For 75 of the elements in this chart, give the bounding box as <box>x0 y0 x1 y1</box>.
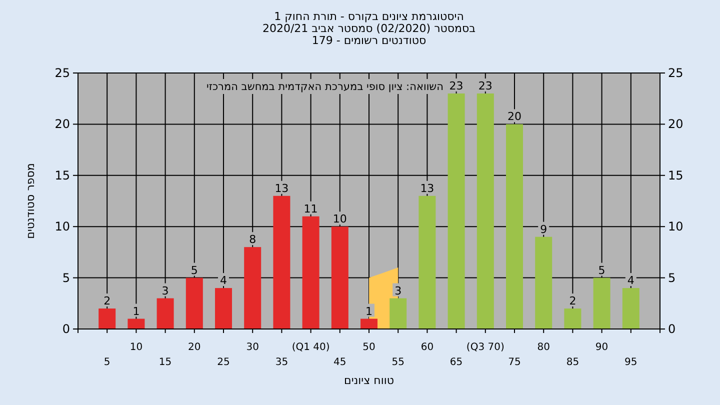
x-tick-label: 85 <box>566 357 580 368</box>
x-tick-label: 5 <box>104 357 110 368</box>
bar <box>128 318 145 329</box>
bar <box>448 93 465 329</box>
y2-tick-label: 10 <box>668 220 684 234</box>
bar <box>593 278 610 329</box>
data-label: 11 <box>304 202 318 216</box>
y-axis-title: מספר סטודנטים <box>24 163 37 239</box>
y-tick-label: 25 <box>54 66 70 80</box>
data-label: 8 <box>249 233 256 246</box>
bar <box>98 308 116 329</box>
x-tick-label: 65 <box>450 357 463 368</box>
x-tick-label: 30 <box>246 342 259 353</box>
data-label: 5 <box>598 264 606 277</box>
x-tick-label: 55 <box>392 357 404 368</box>
bar <box>273 196 290 329</box>
x-tick-label: 80 <box>537 342 550 353</box>
x-tick-label: 20 <box>188 342 201 353</box>
y2-tick-label: 0 <box>668 322 676 336</box>
data-label: 2 <box>104 294 111 308</box>
bar <box>156 298 174 329</box>
x-tick-label: (Q1 40) <box>292 342 330 353</box>
x-tick-label: 15 <box>158 357 172 368</box>
bar <box>564 308 582 329</box>
y-tick-label: 20 <box>54 117 70 132</box>
data-label: 3 <box>162 284 169 298</box>
x-tick-label: 45 <box>334 357 346 368</box>
bar <box>622 288 640 329</box>
y2-tick-label: 25 <box>668 66 684 80</box>
chart-subtitle: בסמסטר (02/2020) סמסטר אביב 2020/21 <box>262 22 476 35</box>
data-label: 20 <box>508 110 522 124</box>
x-tick-label: 25 <box>217 357 230 368</box>
x-axis-title: טווח ציונים <box>344 374 394 387</box>
bar <box>360 318 378 329</box>
data-label: 4 <box>627 274 634 288</box>
bar <box>186 278 203 329</box>
x-tick-label: 10 <box>130 342 143 353</box>
annotation: השוואה: ציון סופי במערכת האקדמית במחשב המרכזי <box>206 81 444 93</box>
bar <box>535 236 552 329</box>
x-tick-label: 35 <box>275 357 288 368</box>
bar <box>331 226 348 329</box>
data-label: 23 <box>478 79 492 92</box>
x-tick-label: 60 <box>420 342 434 353</box>
data-label: 1 <box>366 304 372 318</box>
data-label: 4 <box>220 274 227 288</box>
y2-tick-label: 15 <box>668 168 684 182</box>
data-label: 5 <box>190 264 198 277</box>
y-tick-label: 10 <box>54 220 70 234</box>
text: סטודנטים רשומים - 179 <box>312 34 426 47</box>
data-label: 10 <box>332 212 347 226</box>
x-tick-label: 95 <box>624 357 638 368</box>
y2-tick-label: 5 <box>668 270 676 285</box>
x-tick-label: 75 <box>508 357 521 368</box>
y-tick-label: 5 <box>62 270 70 285</box>
y-tick-label: 15 <box>54 168 70 182</box>
chart-title: היסטוגרמת ציונים בקורס - תורת החוק 1 <box>274 10 464 23</box>
x-tick-label: 90 <box>595 342 608 353</box>
data-label: 13 <box>420 182 434 195</box>
data-label: 23 <box>449 79 464 92</box>
x-tick-label: 50 <box>362 342 376 353</box>
bar <box>476 93 494 329</box>
data-label: 1 <box>132 304 140 318</box>
data-label: 3 <box>394 284 402 298</box>
bar <box>390 298 407 329</box>
y-tick-label: 0 <box>62 322 70 336</box>
bar <box>418 196 436 329</box>
bar <box>215 288 232 329</box>
data-label: 2 <box>569 294 576 308</box>
bar <box>506 124 523 329</box>
bar <box>244 247 262 329</box>
x-tick-label: (Q3 70) <box>466 342 504 353</box>
data-label: 13 <box>274 182 289 195</box>
bar <box>302 216 320 329</box>
y2-tick-label: 20 <box>668 117 684 132</box>
data-label: 9 <box>540 222 548 236</box>
